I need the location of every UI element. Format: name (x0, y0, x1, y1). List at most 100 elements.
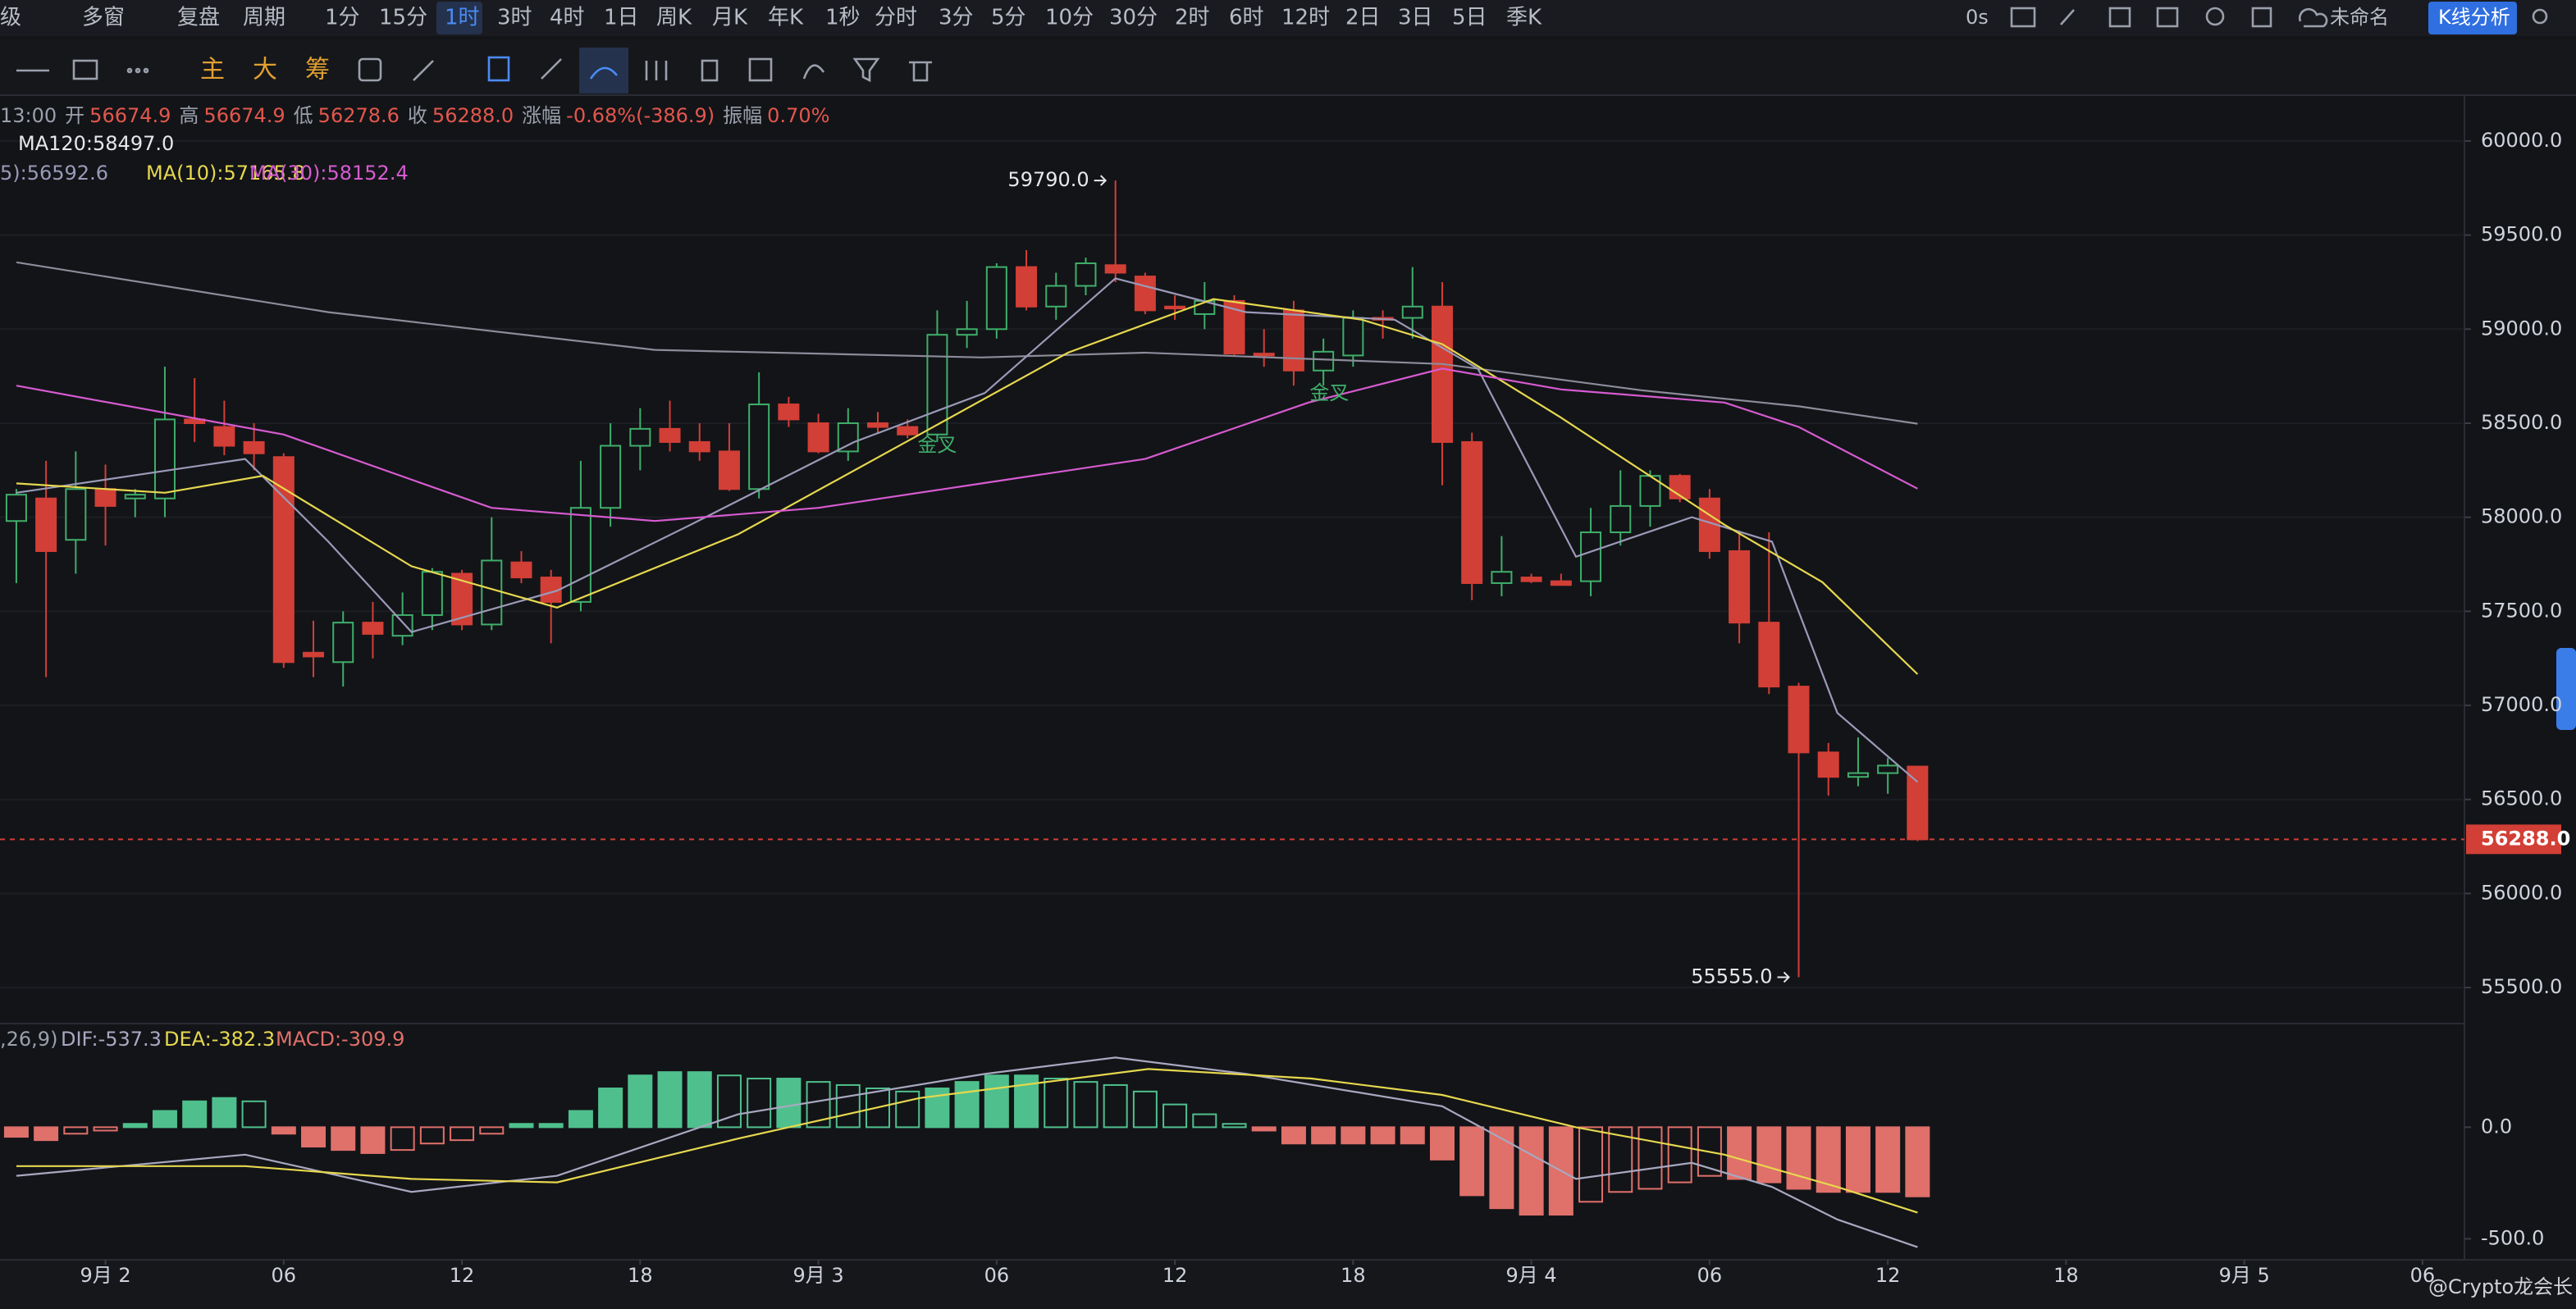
toolbar-item[interactable]: 1时 (445, 6, 480, 30)
toolbar-item[interactable]: 5日 (1452, 6, 1487, 30)
candle-body (1788, 686, 1810, 754)
toolbar-item[interactable]: 2日 (1345, 6, 1381, 30)
toolbar-item[interactable]: 15分 (379, 6, 427, 30)
toolbar-item[interactable]: 年K (768, 6, 804, 30)
macd-bar (1519, 1126, 1544, 1216)
macd-bar (34, 1126, 59, 1142)
candle-body (1729, 550, 1751, 624)
ohlc-info-item: 高 (179, 104, 199, 127)
candle-body (1610, 504, 1632, 534)
toolbar-right-item[interactable]: K线分析 (2438, 6, 2510, 29)
x-tick-label: 12 (1875, 1264, 1901, 1287)
candle-body (1016, 266, 1038, 308)
macd-bar (1756, 1126, 1782, 1184)
macd-bar (479, 1126, 505, 1135)
x-tick-label: 06 (1697, 1264, 1723, 1287)
macd-indicator: ,26,9) (0, 1028, 57, 1051)
tool-strip (0, 39, 2576, 95)
macd-bar (509, 1123, 534, 1129)
macd-bar (657, 1071, 683, 1129)
tool-icons[interactable] (16, 7, 2548, 94)
toolbar-item[interactable]: 6时 (1229, 6, 1264, 30)
macd-bar (1311, 1126, 1336, 1145)
y-tick-label: 57000.0 (2481, 693, 2562, 716)
indicator-tool[interactable]: 筹 (305, 56, 330, 84)
candle-body (362, 622, 384, 635)
toolbar-item[interactable]: 月K (712, 6, 748, 30)
macd-bar (419, 1126, 445, 1145)
candle-body (481, 559, 503, 626)
panel-candlestick: 55500.0 56000.0 56500.0 57000.0 57500.0 58000… (0, 104, 2570, 1287)
toolbar-item[interactable]: 多窗 (82, 6, 125, 30)
x-tick-label: 06 (272, 1264, 297, 1287)
toolbar-item[interactable]: 复盘 (177, 6, 220, 30)
candle-body (510, 561, 532, 579)
toolbar-item[interactable]: 5分 (991, 6, 1026, 30)
toolbar-item[interactable]: 1秒 (825, 6, 861, 30)
annotation-arrow (1094, 175, 1108, 186)
legend-entry: DIF:-537.3 (61, 1028, 162, 1051)
y-tick-label: 58500.0 (2481, 411, 2562, 434)
macd-bar (984, 1074, 1009, 1129)
toolbar-item[interactable]: 4时 (550, 6, 585, 30)
candle-body (332, 622, 354, 664)
macd-bar (568, 1110, 593, 1129)
y-tick-label: 59000.0 (2481, 317, 2562, 340)
toolbar-item[interactable]: 1日 (604, 6, 639, 30)
macd-bar (1162, 1103, 1188, 1129)
macd-bar (1489, 1126, 1514, 1210)
ohlc-info: 13:00 开 56674.9 高 56674.9 低 56278.6 收 56288.0 涨幅 -… (0, 104, 829, 127)
toolbar-item[interactable]: 1分 (325, 6, 360, 30)
y-tick-label: 56500.0 (2481, 787, 2562, 810)
side-tab[interactable] (2556, 648, 2576, 730)
candle-body (1104, 264, 1126, 274)
indicator-tool[interactable]: 大 (253, 56, 277, 84)
active-tab (436, 2, 482, 34)
toolbar-item[interactable]: 3分 (939, 6, 974, 30)
candle-body (956, 328, 978, 336)
candle-body (391, 613, 413, 637)
y-tick-label: -500.0 (2481, 1226, 2544, 1249)
toolbar-item[interactable]: 季K (1506, 6, 1542, 30)
macd-bar (212, 1097, 237, 1129)
toolbar-item[interactable]: 3日 (1398, 6, 1433, 30)
candle-body (1461, 440, 1483, 584)
toolbar-item[interactable]: 级 (0, 6, 21, 30)
indicator-tool[interactable]: 主 (200, 56, 225, 84)
cross-annotation: 金叉 (1309, 381, 1349, 404)
toolbar-item[interactable]: 30分 (1109, 6, 1158, 30)
candle-body (1253, 353, 1275, 357)
toolbar-item[interactable]: 10分 (1045, 6, 1094, 30)
toolbar-item[interactable]: 分时 (875, 6, 917, 30)
toolbar-item[interactable]: 周K (656, 6, 692, 30)
candle-body (748, 404, 770, 490)
macd-bar (152, 1110, 177, 1129)
candle-body (718, 450, 740, 490)
toolbar-item[interactable]: 3时 (497, 6, 532, 30)
indicator-line (16, 1056, 1918, 1248)
legend-entry: DEA:-382.3 (164, 1028, 275, 1051)
candle-body (1401, 305, 1423, 319)
x-tick-label: 18 (628, 1264, 653, 1287)
macd-bar (360, 1126, 386, 1154)
candle-body (629, 427, 651, 447)
macd-bar (1875, 1126, 1901, 1193)
y-tick-label: 59500.0 (2481, 223, 2562, 246)
toolbar-item[interactable]: 周期 (243, 6, 285, 30)
x-tick-label: 18 (1341, 1264, 1366, 1287)
ohlc-info-item: 涨幅 (522, 104, 561, 127)
toolbar-item[interactable]: 2时 (1175, 6, 1210, 30)
panel-macd: -500.0 0.0 ,26,9) DIF:-537.3 DEA:-382.3 MACD:… (0, 1028, 2544, 1249)
toolbar-item[interactable]: 12时 (1281, 6, 1330, 30)
legend-entry: MA120:58497.0 (18, 132, 174, 155)
ohlc-info-item: 56674.9 (89, 104, 171, 127)
candle-body (688, 440, 710, 453)
x-tick-label: 9月 4 (1506, 1264, 1557, 1287)
macd-bar (1727, 1126, 1752, 1180)
toolbar-right-item[interactable]: 未命名 (2330, 6, 2389, 29)
candle-body (1313, 350, 1335, 372)
candle-body (1817, 751, 1839, 778)
toolbar-right-item[interactable]: 0s (1966, 6, 1989, 29)
